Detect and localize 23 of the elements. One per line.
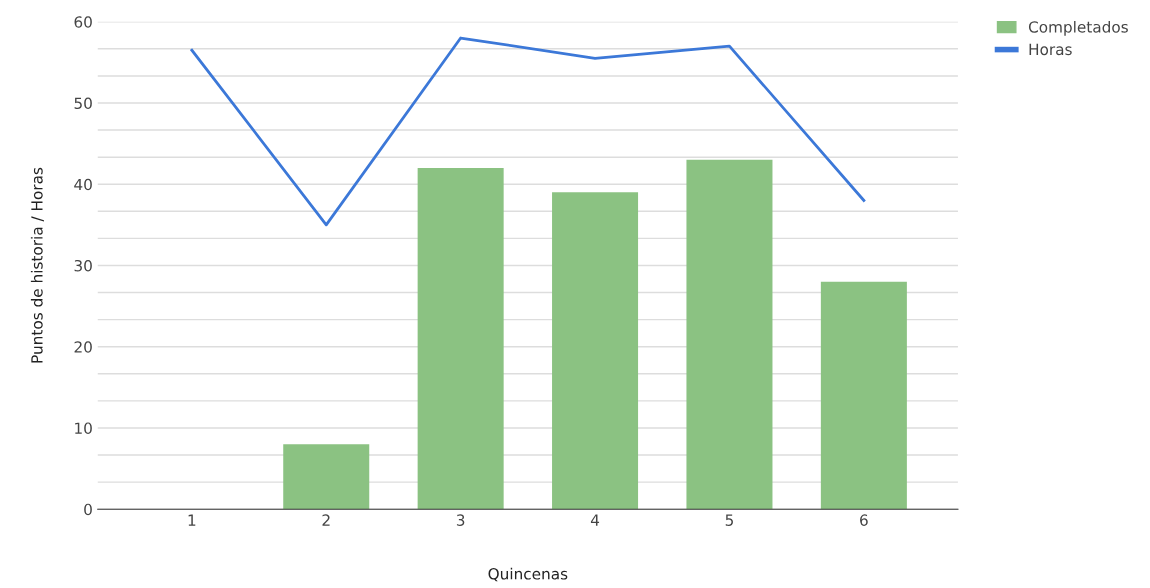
y-tick-label: 20 [74,341,92,353]
x-tick-label: 6 [860,514,868,526]
bar [417,167,504,510]
bar [686,159,773,510]
line-series [190,36,866,227]
x-tick-label: 1 [188,514,196,526]
x-tick-label: 5 [725,514,733,526]
bar [820,281,907,510]
y-tick-label: 30 [74,259,92,272]
x-tick-label: 3 [456,514,465,526]
x-tick-label: 2 [322,514,330,526]
legend-label: Completados [1028,20,1128,36]
bar [552,192,639,510]
y-tick-label: 60 [74,16,92,28]
y-tick-label: 0 [84,503,92,516]
y-tick-label: 40 [74,178,92,191]
y-axis-title: Puntos de historia / Horas [30,167,44,363]
bar [283,444,370,510]
y-tick-label: 10 [75,422,92,434]
y-tick-label: 50 [74,97,92,110]
legend-label: Horas [1029,43,1072,56]
x-tick-label: 4 [590,514,600,526]
x-axis-title: Quincenas [488,567,568,582]
